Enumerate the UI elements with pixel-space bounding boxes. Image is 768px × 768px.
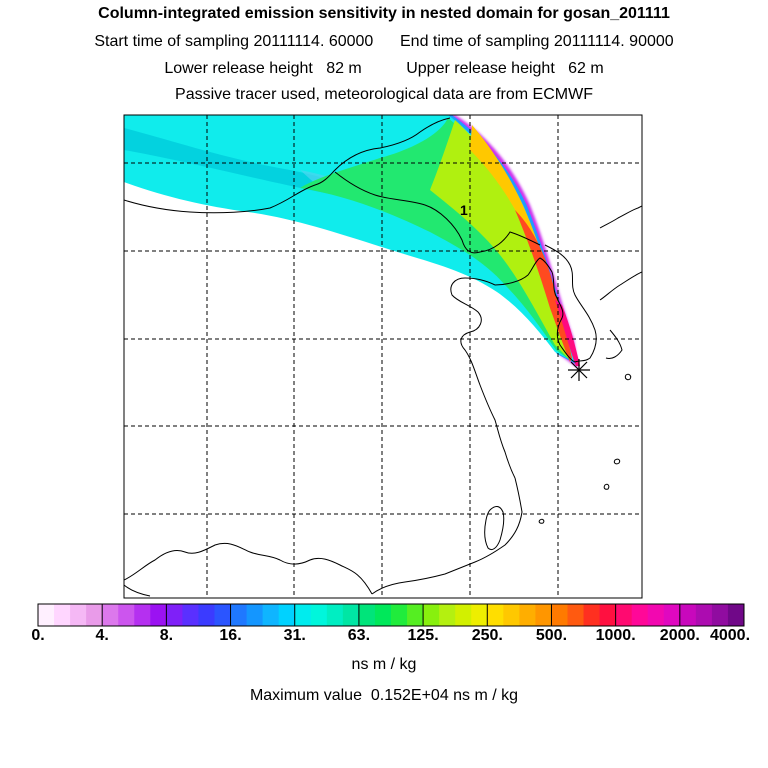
- colorbar-cell: [679, 604, 697, 626]
- release-height-line: Lower release height 82 m Upper release …: [0, 60, 768, 78]
- colorbar-cell: [455, 604, 472, 626]
- colorbar-cell: [198, 604, 215, 626]
- colorbar-cell: [471, 604, 488, 626]
- colorbar-cell: [294, 604, 312, 626]
- colorbar-cell: [583, 604, 601, 626]
- coastline-south-china: [371, 477, 523, 595]
- sampling-time-line: Start time of sampling 20111114. 60000 E…: [0, 33, 768, 51]
- colorbar-cell: [374, 604, 392, 626]
- colorbar-cell: [503, 604, 520, 626]
- island-small: [538, 518, 545, 524]
- colorbar-tick-label: 4000.: [709, 627, 751, 644]
- colorbar-cell: [326, 604, 344, 626]
- colorbar-cell: [631, 604, 649, 626]
- colorbar-tick-label: 1000.: [595, 627, 636, 644]
- colorbar-frame: [37, 603, 745, 627]
- colorbar-tick-label: 250.: [471, 627, 503, 644]
- colorbar-cell: [86, 604, 103, 626]
- colorbar-cell: [102, 604, 119, 626]
- colorbar-tick-label: 0.: [31, 627, 45, 644]
- plume-layer: [124, 115, 580, 368]
- colorbar-tick-label: 16.: [219, 627, 242, 644]
- colorbar-tick-label: 31.: [283, 627, 306, 644]
- colorbar-cell: [439, 604, 456, 626]
- colorbar-cell: [567, 604, 585, 626]
- colorbar-tick-label: 500.: [535, 627, 568, 644]
- units-label: ns m / kg: [351, 656, 417, 673]
- colorbar-cell: [423, 604, 440, 626]
- release-site-icon: [568, 359, 590, 381]
- coastline-mongolia: [334, 171, 541, 254]
- island-taiwan: [484, 506, 505, 551]
- plume-label: 1: [460, 202, 468, 218]
- colorbar-cell: [118, 604, 135, 626]
- colorbar-cell: [711, 604, 729, 626]
- plume-red: [515, 210, 572, 362]
- border-inland: [124, 542, 373, 595]
- colorbar-tick-label: 8.: [159, 627, 174, 644]
- colorbar-tick-label: 63.: [347, 627, 371, 644]
- end-time-label: End time of sampling 20111114. 90000: [400, 33, 674, 50]
- colorbar: [38, 604, 745, 626]
- border-inner: [124, 584, 151, 597]
- coastline-korea: [494, 244, 597, 363]
- plume-orange: [470, 125, 568, 356]
- coastline-japan-south: [599, 271, 642, 301]
- coastline-north: [124, 117, 451, 214]
- colorbar-cell: [166, 604, 183, 626]
- colorbar-cell: [727, 604, 745, 626]
- colorbar-cell: [551, 604, 568, 626]
- start-time-label: Start time of sampling 20111114. 60000: [94, 33, 374, 50]
- colorbar-cell: [246, 604, 264, 626]
- colorbar-cell: [647, 604, 665, 626]
- island-small: [613, 458, 621, 465]
- colorbar-cell: [182, 604, 199, 626]
- colorbar-cell: [150, 604, 167, 626]
- colorbar-cell: [407, 604, 424, 626]
- colorbar-cell: [262, 604, 280, 626]
- coastline-japan-kyushu: [605, 329, 623, 359]
- island-small: [624, 373, 632, 381]
- max-value-label: Maximum value 0.152E+04 ns m / kg: [249, 687, 519, 704]
- colorbar-cell: [310, 604, 328, 626]
- coastline-japan: [599, 205, 642, 229]
- colorbar-tick-label: 125.: [407, 627, 439, 644]
- colorbar-cell: [278, 604, 296, 626]
- colorbar-cell: [663, 604, 681, 626]
- colorbar-cell: [695, 604, 713, 626]
- plume-yellow-green: [430, 120, 568, 358]
- plume-pink-core: [555, 300, 580, 366]
- colorbar-cell: [358, 604, 376, 626]
- lower-height-label: Lower release height 82 m: [164, 60, 362, 77]
- colorbar-cell: [615, 604, 633, 626]
- graticule: [124, 115, 642, 598]
- colorbar-cell: [391, 604, 408, 626]
- colorbar-tick-label: 2000.: [659, 627, 700, 644]
- colorbar-tick-label: 4.: [95, 627, 109, 644]
- island-small: [603, 483, 610, 490]
- colorbar-cell: [519, 604, 536, 626]
- colorbar-cell: [342, 604, 360, 626]
- colorbar-cell: [134, 604, 151, 626]
- coastline-bohai: [450, 277, 516, 479]
- colorbar-cell: [70, 604, 87, 626]
- colorbar-cell: [214, 604, 232, 626]
- colorbar-cell: [38, 604, 55, 626]
- info-line: Passive tracer used, meteorological data…: [175, 86, 593, 103]
- colorbar-cell: [599, 604, 617, 626]
- colorbar-cell: [230, 604, 248, 626]
- colorbar-cell: [535, 604, 552, 626]
- colorbar-cell: [54, 604, 71, 626]
- upper-height-label: Upper release height 62 m: [406, 60, 604, 77]
- colorbar-cell: [487, 604, 504, 626]
- map-frame: [123, 114, 643, 599]
- chart-title: Column-integrated emission sensitivity i…: [98, 5, 670, 22]
